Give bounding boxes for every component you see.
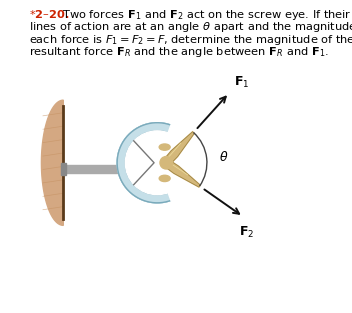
Polygon shape <box>117 123 174 203</box>
Circle shape <box>125 131 189 195</box>
Polygon shape <box>63 165 123 173</box>
Text: resultant force $\mathbf{F}_R$ and the angle between $\mathbf{F}_R$ and $\mathbf: resultant force $\mathbf{F}_R$ and the a… <box>29 45 329 59</box>
Ellipse shape <box>159 144 170 150</box>
Text: Two forces $\mathbf{F}_1$ and $\mathbf{F}_2$ act on the screw eye. If their: Two forces $\mathbf{F}_1$ and $\mathbf{F… <box>62 8 351 22</box>
Text: $*\mathbf{2}$–20.: $*\mathbf{2}$–20. <box>29 8 69 20</box>
Text: lines of action are at an angle $\theta$ apart and the magnitude of: lines of action are at an angle $\theta$… <box>29 20 352 34</box>
Polygon shape <box>157 123 200 203</box>
Circle shape <box>119 125 195 201</box>
Text: each force is $F_1 = F_2 = F$, determine the magnitude of the: each force is $F_1 = F_2 = F$, determine… <box>29 33 352 47</box>
Text: $\mathbf{F}_1$: $\mathbf{F}_1$ <box>234 75 249 90</box>
Polygon shape <box>163 132 194 165</box>
Polygon shape <box>164 160 200 187</box>
Ellipse shape <box>160 156 172 169</box>
Polygon shape <box>42 100 63 225</box>
Polygon shape <box>61 163 66 175</box>
Circle shape <box>117 123 197 203</box>
Text: $\theta$: $\theta$ <box>219 150 228 164</box>
Ellipse shape <box>159 175 170 182</box>
Text: $\mathbf{F}_2$: $\mathbf{F}_2$ <box>239 224 254 239</box>
